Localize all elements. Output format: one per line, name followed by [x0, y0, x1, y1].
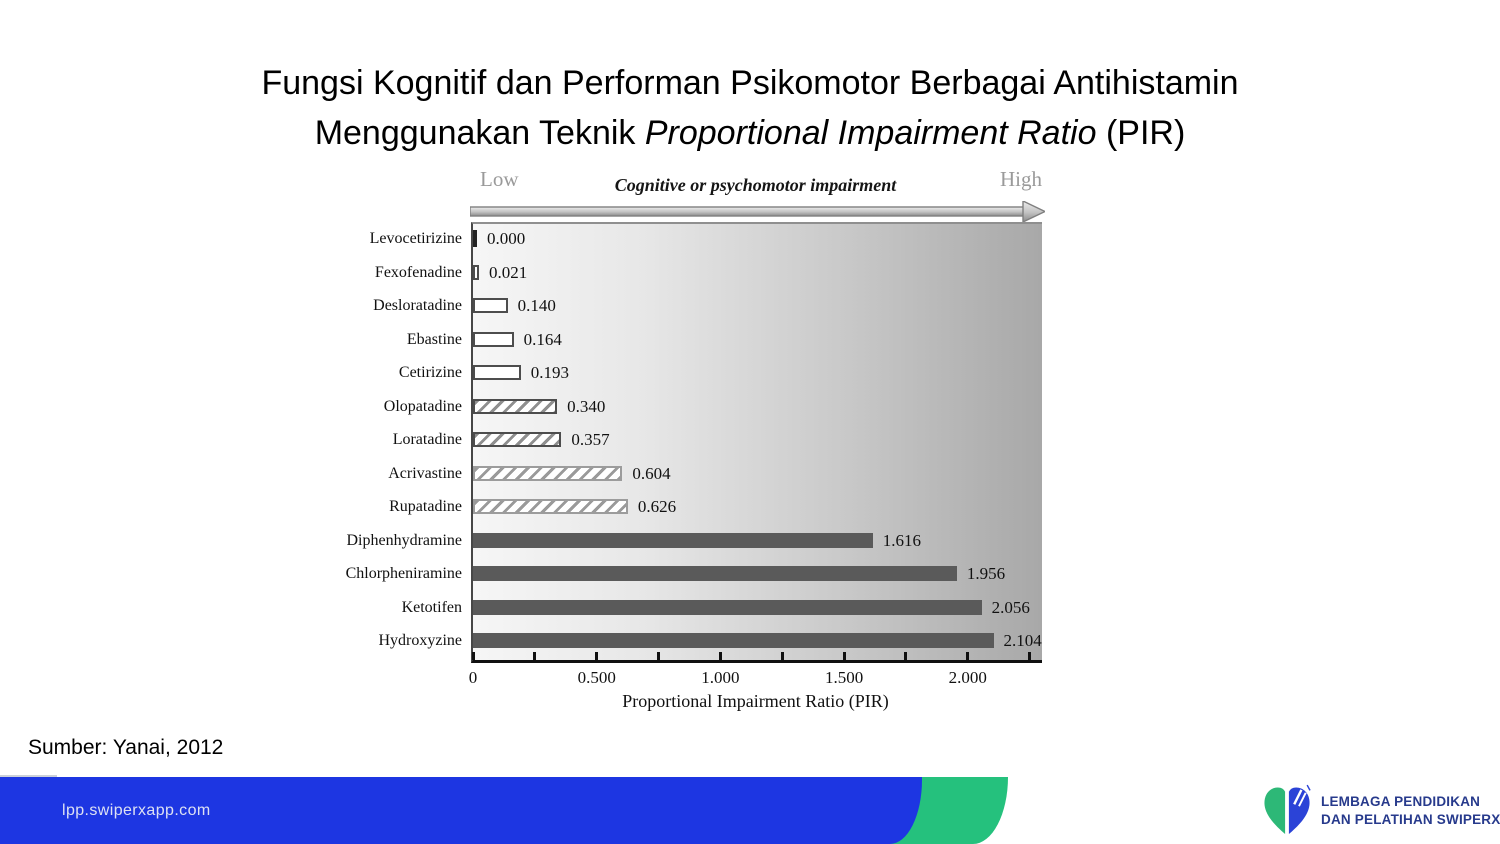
x-axis-tick	[1028, 652, 1032, 660]
bar-category-label: Hydroxyzine	[378, 632, 462, 650]
chart-row: Loratadine 0.357	[340, 423, 1060, 457]
title-line-2-italic: Proportional Impairment Ratio	[644, 114, 1097, 152]
x-axis-tick	[842, 652, 846, 660]
bar-category-label: Olopatadine	[383, 397, 462, 415]
bar-value-label: 1.956	[966, 564, 1006, 584]
bar-category-label: Fexofenadine	[374, 263, 462, 281]
footer-blue-bar: lpp.swiperxapp.com	[0, 777, 922, 844]
bar-cetirizine	[473, 365, 521, 381]
title-line-2-pre: Menggunakan Teknik	[314, 114, 645, 152]
logo-text-line2: DAN PELATIHAN SWIPERX	[1321, 812, 1500, 827]
bar-category-label: Levocetirizine	[369, 230, 462, 247]
bar-value-label: 0.193	[530, 363, 569, 383]
chart-row: Fexofenadine 0.021	[340, 256, 1060, 290]
bar-value-label: 0.140	[517, 296, 556, 316]
x-axis-tick-label: 2.000	[948, 668, 987, 687]
bar-category-label: Desloratadine	[373, 297, 462, 315]
bar-fexofenadine	[473, 264, 479, 280]
x-axis-tick	[595, 652, 599, 660]
chart-row: Diphenhydramine 1.616	[340, 524, 1060, 558]
chart-row: Ketotifen 2.056	[340, 591, 1060, 625]
x-axis-tick-label: 0.500	[577, 668, 616, 687]
x-axis-tick-label: 0	[468, 668, 478, 687]
x-axis-tick	[718, 652, 722, 660]
bar-category-label: Chlorpheniramine	[345, 565, 462, 583]
axis-low-label: Low	[480, 167, 519, 191]
bar-desloratadine	[473, 298, 508, 314]
impairment-arrow-icon	[470, 201, 1045, 223]
bar-category-label: Diphenhydramine	[346, 531, 462, 549]
bar-acrivastine	[473, 465, 623, 481]
title-line-2: Menggunakan Teknik Proportional Impairme…	[0, 108, 1500, 158]
bar-levocetirizine	[473, 230, 477, 247]
x-axis-tick	[657, 652, 661, 660]
bar-category-label: Acrivastine	[388, 464, 462, 482]
swiperx-logo: LEMBAGA PENDIDIKAN DAN PELATIHAN SWIPERX	[1263, 784, 1500, 838]
logo-text: LEMBAGA PENDIDIKAN DAN PELATIHAN SWIPERX	[1321, 793, 1500, 829]
bar-loratadine	[473, 432, 562, 448]
bar-value-label: 0.021	[489, 262, 528, 282]
bar-category-label: Loratadine	[392, 431, 462, 449]
title-line-2-post: (PIR)	[1096, 114, 1186, 152]
bar-value-label: 0.626	[637, 497, 677, 517]
chart-row: Chlorpheniramine 1.956	[340, 557, 1060, 591]
logo-text-line1: LEMBAGA PENDIDIKAN	[1321, 793, 1481, 809]
bar-category-label: Rupatadine	[389, 498, 462, 516]
axis-center-label: Cognitive or psychomotor impairment	[614, 175, 897, 195]
x-axis-tick	[780, 652, 784, 660]
bar-value-label: 2.104	[1003, 631, 1042, 651]
title-line-1: Fungsi Kognitif dan Performan Psikomotor…	[261, 64, 1239, 102]
x-axis-tick-label: 1.000	[701, 668, 740, 687]
heart-book-icon	[1264, 784, 1311, 835]
bar-category-label: Ketotifen	[401, 598, 462, 616]
x-axis-tick	[471, 652, 475, 660]
x-axis-tick	[966, 652, 970, 660]
x-axis-tick	[904, 652, 908, 660]
chart-row: Desloratadine 0.140	[340, 289, 1060, 323]
bar-value-label: 0.340	[567, 396, 606, 416]
footer-url[interactable]: lpp.swiperxapp.com	[62, 802, 211, 819]
chart-row: Cetirizine 0.193	[340, 356, 1060, 390]
bar-hydroxyzine	[473, 633, 994, 649]
bar-value-label: 0.357	[571, 430, 610, 450]
chart-row: Hydroxyzine 2.104	[340, 624, 1060, 658]
pir-bar-chart: Low High Cognitive or psychomotor impair…	[340, 165, 1060, 740]
bar-value-label: 0.000	[487, 229, 526, 248]
chart-row: Acrivastine 0.604	[340, 457, 1060, 491]
bar-diphenhydramine	[473, 532, 873, 548]
footer: lpp.swiperxapp.com LEMBAGA PENDIDIKAN DA…	[0, 775, 1500, 844]
axis-high-label: High	[1000, 167, 1042, 191]
source-note: Sumber: Yanai, 2012	[28, 736, 224, 759]
bar-ebastine	[473, 331, 514, 347]
chart-row: Olopatadine 0.340	[340, 390, 1060, 424]
chart-row: Ebastine 0.164	[340, 323, 1060, 357]
bar-olopatadine	[473, 398, 558, 414]
x-axis-tick-label: 1.500	[824, 668, 864, 687]
chart-row: Levocetirizine 0.000	[340, 222, 1060, 256]
bar-value-label: 0.604	[632, 463, 671, 483]
plot-area	[471, 222, 1042, 663]
bar-value-label: 2.056	[991, 597, 1030, 617]
chart-row: Rupatadine 0.626	[340, 490, 1060, 524]
bar-ketotifen	[473, 599, 982, 615]
bar-chlorpheniramine	[473, 566, 957, 582]
bar-value-label: 0.164	[523, 329, 562, 349]
slide-title: Fungsi Kognitif dan Performan Psikomotor…	[0, 58, 1500, 158]
bar-rupatadine	[473, 499, 628, 515]
footer-gray-strip	[0, 775, 57, 777]
bar-value-label: 1.616	[882, 530, 922, 550]
bar-category-label: Cetirizine	[398, 364, 462, 382]
bar-category-label: Ebastine	[406, 330, 462, 348]
x-axis-title: Proportional Impairment Ratio (PIR)	[622, 691, 889, 711]
x-axis-tick	[533, 652, 537, 660]
